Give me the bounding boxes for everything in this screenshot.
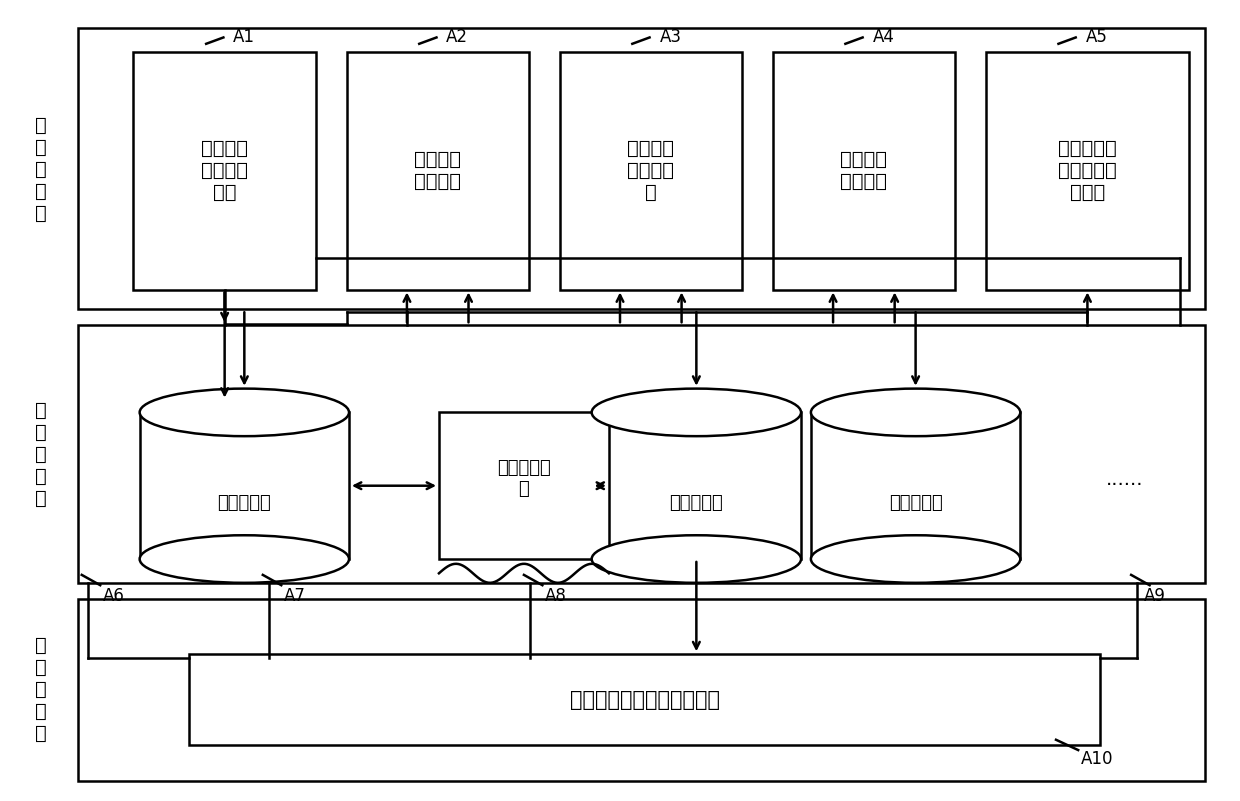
Text: 智能电子站
牌客户端管
理模块: 智能电子站 牌客户端管 理模块 [1058, 139, 1117, 202]
Text: A7: A7 [284, 587, 305, 605]
Text: A9: A9 [1143, 587, 1166, 605]
FancyBboxPatch shape [140, 413, 348, 559]
Text: 业
务
服
务
层: 业 务 服 务 层 [35, 636, 47, 743]
FancyBboxPatch shape [188, 654, 1100, 745]
Text: 文档型数据
库: 文档型数据 库 [497, 459, 551, 497]
Ellipse shape [591, 535, 801, 583]
FancyBboxPatch shape [346, 52, 528, 289]
Text: A3: A3 [660, 29, 682, 46]
FancyBboxPatch shape [811, 413, 1021, 559]
Text: A1: A1 [233, 29, 255, 46]
Text: 车厢拥挤
度评估模
块: 车厢拥挤 度评估模 块 [627, 139, 675, 202]
Text: A4: A4 [873, 29, 894, 46]
FancyBboxPatch shape [78, 598, 1205, 781]
Ellipse shape [811, 388, 1021, 437]
FancyBboxPatch shape [591, 413, 801, 559]
Ellipse shape [591, 388, 801, 437]
Text: 车辆到站
预测模块: 车辆到站 预测模块 [414, 150, 461, 191]
Text: 线路路况
评估模块: 线路路况 评估模块 [841, 150, 888, 191]
Ellipse shape [811, 535, 1021, 583]
FancyBboxPatch shape [559, 52, 742, 289]
Ellipse shape [140, 388, 348, 437]
Text: 业
务
处
理
层: 业 务 处 理 层 [35, 115, 47, 223]
Ellipse shape [140, 535, 348, 583]
Text: A2: A2 [446, 29, 469, 46]
Text: 业务数据库: 业务数据库 [670, 494, 723, 513]
Text: ......: ...... [1106, 470, 1143, 489]
FancyBboxPatch shape [986, 52, 1189, 289]
Text: A10: A10 [1080, 750, 1114, 768]
Text: 原始数据库: 原始数据库 [217, 494, 272, 513]
Text: A8: A8 [544, 587, 567, 605]
Text: 智能电子站牌显示播放服务: 智能电子站牌显示播放服务 [569, 690, 719, 710]
FancyBboxPatch shape [439, 413, 609, 559]
FancyBboxPatch shape [773, 52, 955, 289]
Text: A6: A6 [103, 587, 124, 605]
Text: 基础数据库: 基础数据库 [889, 494, 942, 513]
FancyBboxPatch shape [78, 325, 1205, 583]
Text: 信息接收
及预处理
模块: 信息接收 及预处理 模块 [201, 139, 248, 202]
Text: 数
据
存
储
层: 数 据 存 储 层 [35, 401, 47, 508]
FancyBboxPatch shape [134, 52, 316, 289]
FancyBboxPatch shape [78, 28, 1205, 309]
Text: A5: A5 [1085, 29, 1107, 46]
